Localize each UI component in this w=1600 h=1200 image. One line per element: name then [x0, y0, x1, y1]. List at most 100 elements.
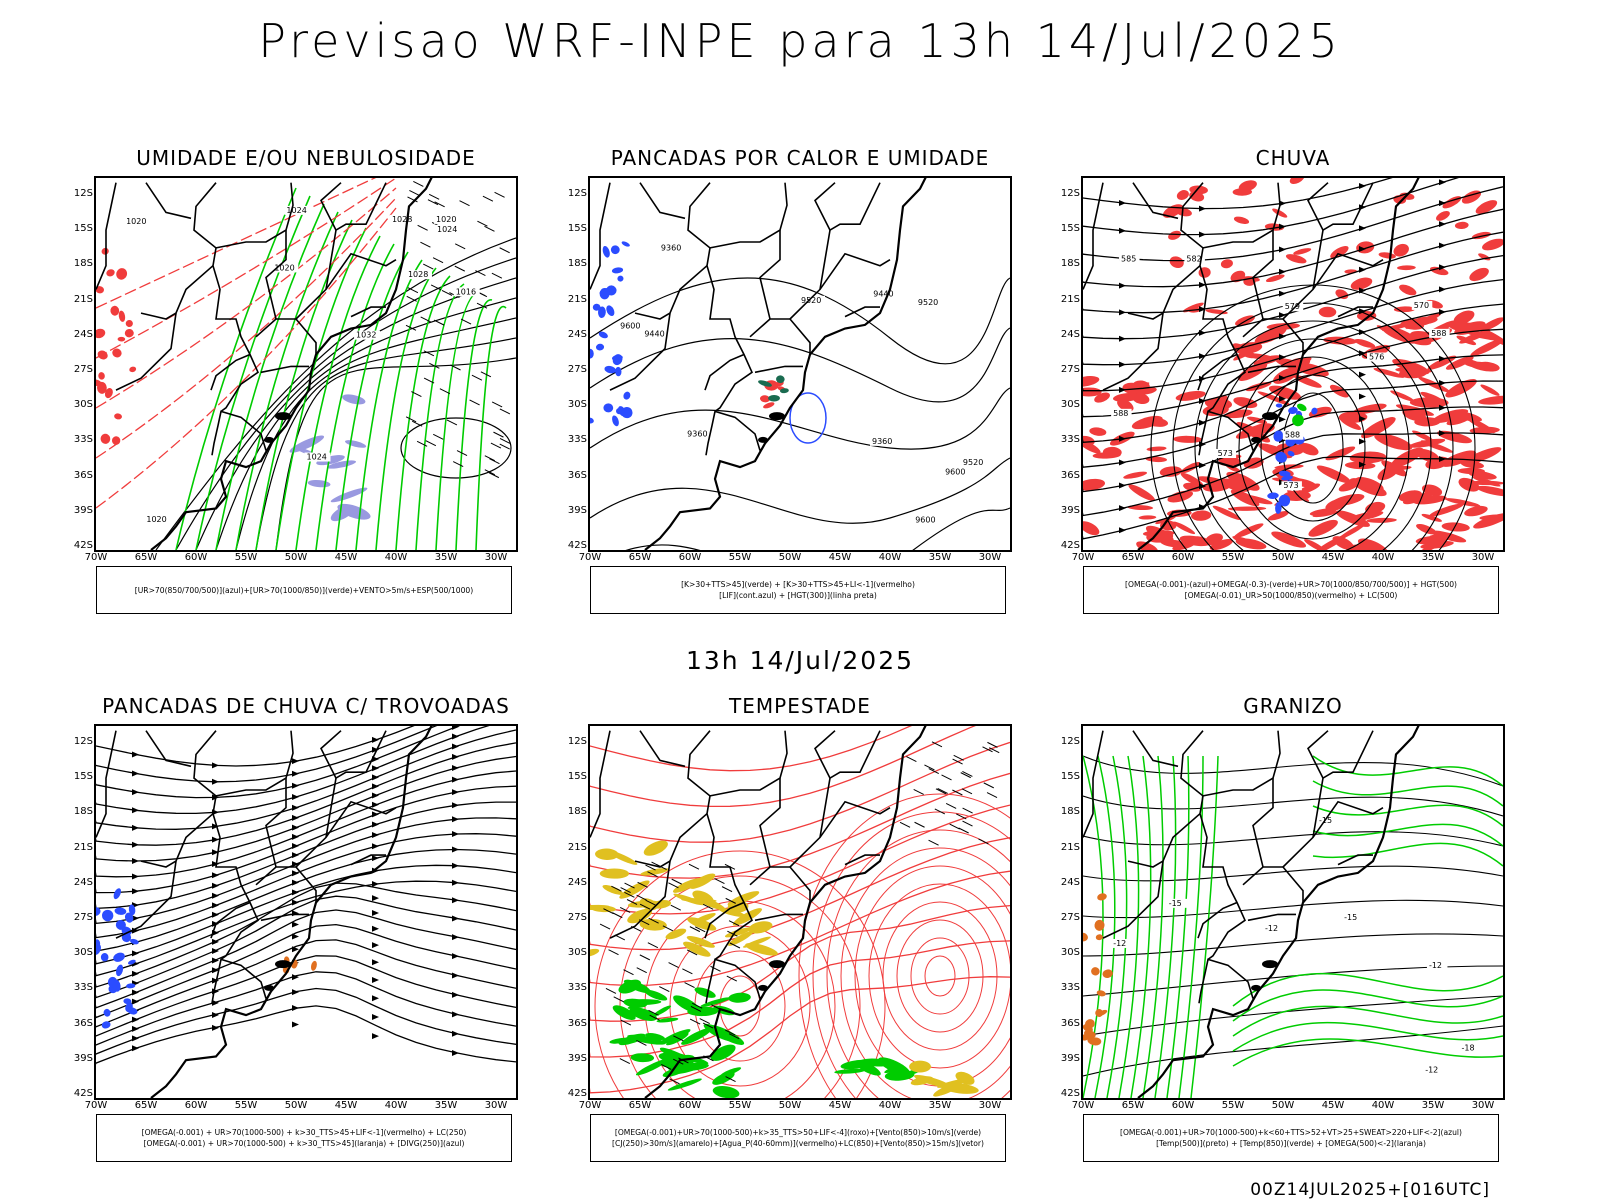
wind-vector — [441, 289, 453, 296]
flow-arrow — [1279, 268, 1286, 275]
lif-contour — [604, 365, 616, 374]
streamline-250hpa — [96, 923, 516, 1019]
flow-arrow — [1359, 393, 1366, 400]
coastline — [1137, 726, 1420, 1098]
flow-arrow — [1119, 386, 1126, 393]
flow-arrow — [212, 882, 219, 889]
flow-arrow — [1279, 223, 1286, 230]
jet-stream-area — [599, 868, 630, 879]
country-border — [814, 730, 836, 779]
country-border — [1102, 312, 1164, 391]
wind-vector — [476, 302, 488, 309]
wind-vector — [688, 863, 700, 870]
lon-tick-label: 65W — [628, 552, 652, 563]
flow-arrow — [132, 841, 139, 848]
rain-area — [1123, 471, 1148, 479]
geopotential-line — [1238, 356, 1388, 540]
wind-vector — [714, 878, 725, 884]
country-border — [1083, 182, 1104, 290]
wind-vector — [689, 926, 701, 933]
lat-tick-label: 36S — [1060, 469, 1080, 481]
lat-tick-label: 15S — [567, 223, 587, 235]
rain-area — [1094, 392, 1110, 403]
contour-label: 1020 — [274, 263, 294, 272]
lif-contour — [602, 245, 610, 258]
flow-arrow — [1439, 286, 1446, 293]
omega-area — [1278, 494, 1291, 507]
lon-tick-label: 60W — [184, 1100, 208, 1111]
wind850-area — [612, 1005, 636, 1020]
flow-arrow — [1279, 312, 1286, 319]
rain-area — [1478, 253, 1491, 261]
lat-tick-label: 33S — [1060, 982, 1080, 994]
flow-arrow — [1279, 246, 1286, 253]
wind850-area — [666, 1032, 689, 1046]
lat-tick-label: 33S — [73, 982, 93, 994]
wind-vector — [647, 942, 659, 949]
flow-arrow — [1439, 179, 1446, 186]
isobar-line — [400, 417, 512, 479]
map-panel: 9600 9520 9600 9600 9520 9440 9440 9360 9520 9360… — [588, 176, 1012, 552]
jet-stream-area — [590, 904, 610, 911]
country-border — [1337, 854, 1373, 866]
contour-label: 1028 — [392, 215, 412, 224]
legend-line: [OMEGA(-0.001) + UR>70(1000-500) + k>30_… — [143, 1139, 465, 1148]
rain-area — [1145, 525, 1174, 543]
country-border — [1307, 730, 1329, 779]
jet-stream-area — [665, 928, 687, 940]
lc850-contour — [924, 955, 956, 997]
wind-vector — [686, 949, 698, 956]
lat-tick-label: 36S — [567, 1017, 587, 1029]
streamline-250hpa — [96, 939, 516, 1028]
humidity-contour-mid — [106, 269, 115, 277]
lat-tick-label: 18S — [1060, 806, 1080, 818]
country-border — [789, 252, 891, 320]
country-border — [634, 265, 708, 320]
country-border — [1202, 730, 1281, 797]
temp850-contour — [1232, 1038, 1503, 1067]
temp850-contour — [1154, 755, 1177, 1098]
country-border — [1132, 182, 1179, 220]
contour-label: -12 — [1113, 939, 1126, 948]
instability-area — [776, 375, 785, 384]
country-border — [350, 854, 386, 866]
rain-area — [1454, 221, 1469, 230]
lat-tick-label: 39S — [567, 1052, 587, 1064]
flow-arrow — [132, 989, 139, 996]
wind-vector — [913, 788, 924, 795]
contour-label: 570 — [1414, 301, 1429, 310]
temp850-contour — [1312, 780, 1503, 807]
flow-arrow — [372, 821, 379, 828]
rain-area — [1399, 284, 1417, 296]
wind-vector — [409, 190, 420, 196]
rain-area — [1374, 433, 1413, 451]
omega-area — [1311, 407, 1318, 415]
wind-vector — [945, 802, 957, 809]
wind-vector — [983, 782, 995, 789]
wind-vector — [499, 438, 511, 444]
jet-stream-area — [955, 1071, 975, 1085]
contour-label: 588 — [1113, 409, 1128, 418]
legend-line: [LIF](cont.azul) + [HGT(300)](linha pret… — [719, 591, 877, 600]
temp500-contour — [1083, 865, 1503, 882]
lat-tick-label: 12S — [73, 188, 93, 199]
rain-area — [1354, 339, 1376, 348]
lif-contour — [612, 354, 623, 366]
contour-label: -12 — [1265, 924, 1278, 933]
streamline-250hpa — [96, 895, 516, 999]
thunder-area — [310, 960, 317, 971]
lif-contour — [596, 343, 605, 351]
lon-tick-label: 40W — [878, 552, 902, 563]
rain-area — [1308, 519, 1338, 537]
wind-vector — [407, 196, 418, 203]
jet-stream-area — [689, 873, 716, 889]
wind-vector — [668, 882, 679, 889]
country-border — [639, 730, 686, 768]
wind-vector — [691, 1002, 703, 1009]
wind-vector — [684, 982, 695, 988]
wind-vector — [982, 746, 993, 753]
humidity-contour-mid — [117, 336, 126, 342]
country-border — [819, 182, 881, 290]
rain-area — [1445, 378, 1477, 398]
rain-area — [1464, 505, 1488, 517]
